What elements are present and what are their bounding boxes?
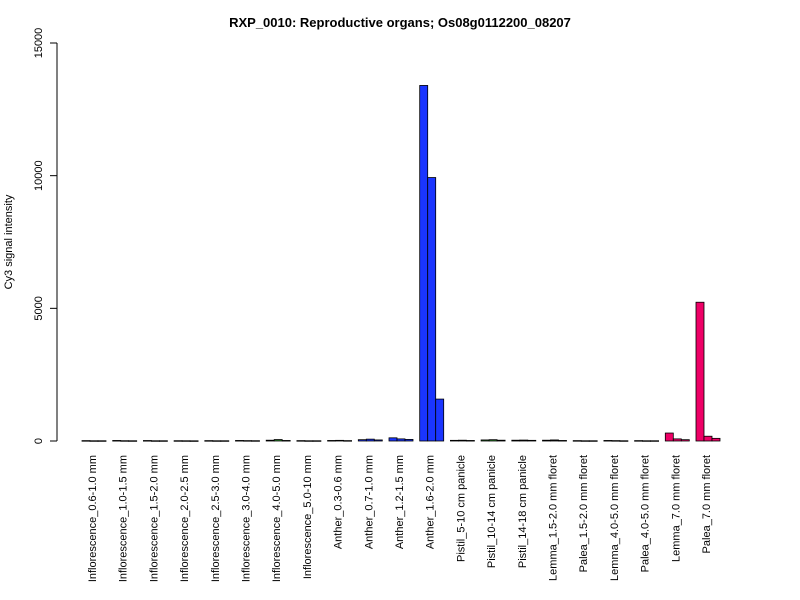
bar <box>357 439 367 442</box>
bar <box>189 440 199 442</box>
x-category-label: Pistil_14-18 cm panicle <box>517 455 529 568</box>
x-category-label: Palea_4.0-5.0 mm floret <box>640 455 652 572</box>
y-tick-label: 10000 <box>33 160 45 191</box>
bar <box>89 440 99 442</box>
bar <box>580 440 590 442</box>
x-category-label: Lemma_1.5-2.0 mm floret <box>548 455 560 581</box>
x-category-label: Anther_1.2-1.5 mm <box>394 455 406 549</box>
x-category-label: Inflorescence_2.5-3.0 mm <box>210 455 222 582</box>
bar <box>496 439 506 442</box>
bar <box>588 440 598 442</box>
bar <box>650 440 659 442</box>
bar <box>542 439 551 442</box>
bar <box>265 439 275 442</box>
bar <box>572 440 582 442</box>
x-category-label: Inflorescence_1.0-1.5 mm <box>118 455 130 582</box>
bar <box>419 85 429 442</box>
x-category-label: Palea_1.5-2.0 mm floret <box>578 455 590 572</box>
x-category-label: Lemma_7.0 mm floret <box>670 455 682 562</box>
bar <box>365 438 375 442</box>
bar <box>158 440 168 442</box>
bar <box>120 440 130 442</box>
bar <box>480 439 490 442</box>
bar <box>251 440 260 442</box>
bar <box>81 440 91 442</box>
bar <box>128 440 138 442</box>
bar <box>527 439 537 442</box>
bar <box>112 440 122 442</box>
bar <box>142 440 152 442</box>
bar <box>343 440 353 442</box>
x-category-label: Inflorescence_5.0-10 mm <box>302 455 314 579</box>
bar <box>335 439 345 442</box>
bar <box>672 438 682 442</box>
bar <box>427 177 437 442</box>
bars <box>81 85 721 442</box>
bar <box>220 440 230 442</box>
bar <box>296 440 306 442</box>
bar <box>212 440 222 442</box>
x-category-label: Lemma_4.0-5.0 mm floret <box>609 455 621 581</box>
bar <box>281 440 291 442</box>
x-category-label: Palea_7.0 mm floret <box>701 455 713 553</box>
x-category-label: Inflorescence_0.6-1.0 mm <box>87 455 99 582</box>
bar <box>558 440 567 442</box>
bar <box>603 440 613 442</box>
bar <box>173 440 183 442</box>
bar <box>711 437 721 442</box>
bar <box>312 440 322 442</box>
bar <box>235 440 244 442</box>
bar <box>396 438 406 442</box>
x-category-label: Anther_1.6-2.0 mm <box>425 455 437 549</box>
x-category-label: Pistil_10-14 cm panicle <box>486 455 498 568</box>
bar <box>619 440 629 442</box>
x-category-label: Inflorescence_4.0-5.0 mm <box>271 455 283 582</box>
bar <box>519 439 529 442</box>
bar <box>664 432 674 442</box>
bar <box>488 439 498 442</box>
bar <box>642 440 651 442</box>
bar <box>634 440 643 442</box>
x-category-label: Inflorescence_2.0-2.5 mm <box>179 455 191 582</box>
bar <box>511 439 521 442</box>
bar <box>97 440 107 442</box>
bar <box>449 439 459 442</box>
bar <box>457 439 467 442</box>
y-tick-label: 5000 <box>33 296 45 320</box>
bar <box>435 398 445 442</box>
bar <box>388 437 398 442</box>
x-category-label: Inflorescence_1.5-2.0 mm <box>148 455 160 582</box>
y-tick-label: 0 <box>33 438 45 444</box>
bar <box>611 440 621 442</box>
bar <box>150 440 160 442</box>
chart-title: RXP_0010: Reproductive organs; Os08g0112… <box>229 15 571 30</box>
bar <box>695 301 705 442</box>
bar <box>703 435 713 442</box>
y-axis-label: Cy3 signal intensity <box>3 194 15 289</box>
bar <box>373 439 383 442</box>
x-category-label: Pistil_5-10 cm panicle <box>455 455 467 562</box>
bar <box>550 439 559 442</box>
bar <box>465 440 475 442</box>
bar <box>404 439 414 442</box>
bar <box>273 439 283 442</box>
x-category-label: Anther_0.7-1.0 mm <box>363 455 375 549</box>
x-category-label: Inflorescence_3.0-4.0 mm <box>241 455 253 582</box>
bar <box>680 439 690 442</box>
bar <box>243 440 252 442</box>
x-category-label: Anther_0.3-0.6 mm <box>333 455 345 549</box>
y-axis: 0 5000 10000 15000 <box>33 28 58 444</box>
y-tick-label: 15000 <box>33 28 45 59</box>
category-labels: Inflorescence_0.6-1.0 mm Inflorescence_1.… <box>87 455 713 582</box>
bar <box>181 440 191 442</box>
bar <box>304 440 314 442</box>
bar <box>327 440 337 442</box>
bar <box>204 440 214 442</box>
